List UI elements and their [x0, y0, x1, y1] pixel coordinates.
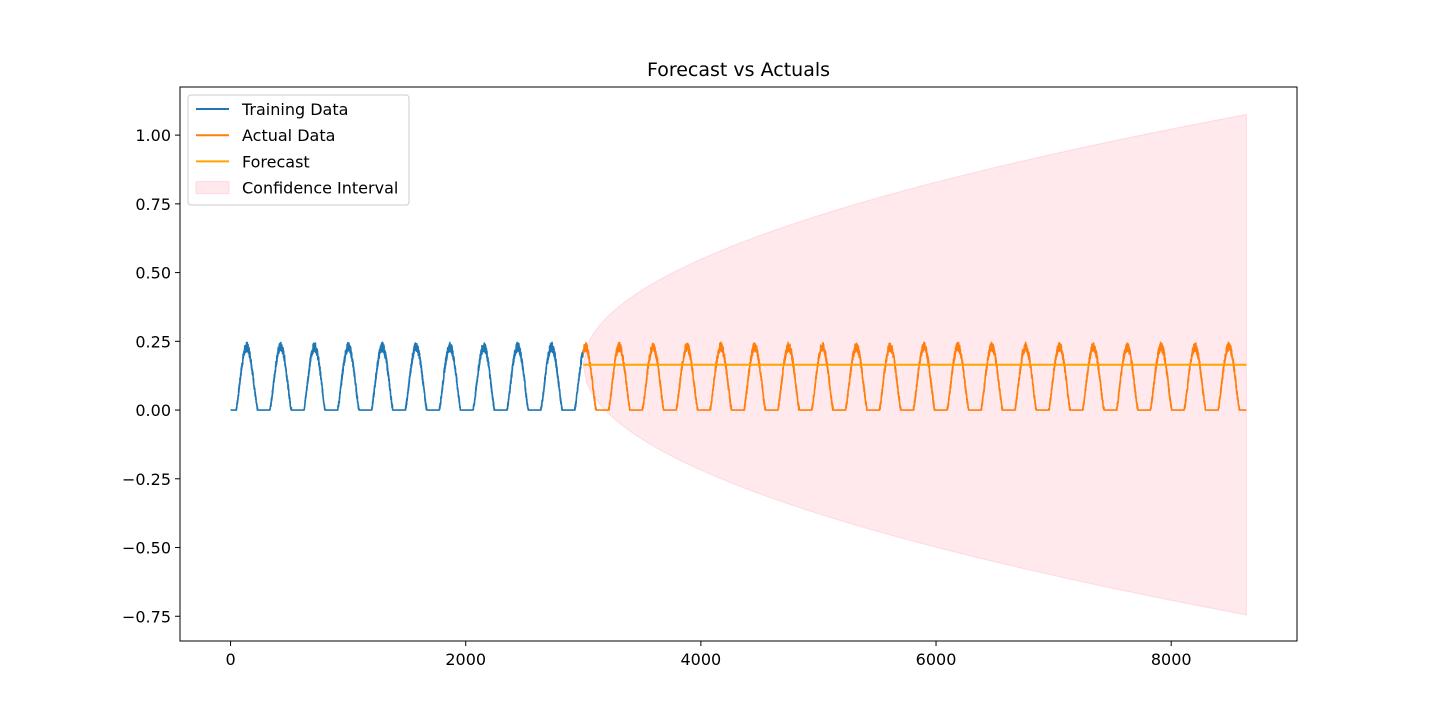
legend-box [187, 94, 410, 206]
x-tick-label: 2000 [445, 650, 486, 669]
series-line-training-data [229, 341, 585, 411]
y-tick-label: 0.00 [135, 401, 171, 420]
legend-label-training-data: Training Data [241, 100, 348, 119]
plot-frame [179, 86, 1298, 642]
x-tick-label: 4000 [681, 650, 722, 669]
y-tick-label: 0.50 [135, 264, 171, 283]
legend-swatch-confidence-interval [195, 181, 230, 195]
chart-title: Forecast vs Actuals [647, 59, 830, 81]
y-tick-label: 0.25 [135, 332, 171, 351]
y-tick-label: −0.50 [122, 539, 171, 558]
legend-label-forecast: Forecast [242, 152, 310, 171]
x-tick-label: 0 [225, 650, 235, 669]
x-tick-label: 6000 [916, 650, 957, 669]
legend-label-confidence-interval: Confidence Interval [242, 179, 398, 198]
y-tick-label: −0.25 [122, 470, 171, 489]
series-line-actual-data [582, 341, 1248, 411]
y-tick-label: 1.00 [135, 126, 171, 145]
legend-label-actual-data: Actual Data [242, 126, 335, 145]
y-tick-label: 0.75 [135, 195, 171, 214]
x-tick-label: 8000 [1151, 650, 1192, 669]
y-tick-label: −0.75 [122, 607, 171, 626]
